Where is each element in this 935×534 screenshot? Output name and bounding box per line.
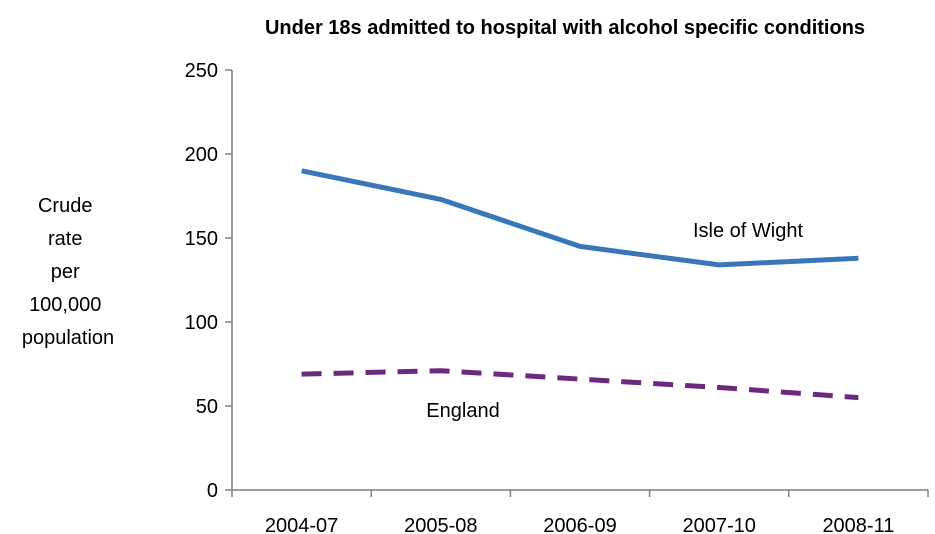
data-point bbox=[578, 244, 583, 249]
data-point bbox=[299, 372, 304, 377]
data-point bbox=[578, 377, 583, 382]
y-axis-title-line-2: rate bbox=[48, 228, 82, 250]
y-axis-title-line-5: population bbox=[22, 327, 114, 349]
x-tick-label: 2007-10 bbox=[682, 515, 755, 534]
series-label-england: England bbox=[426, 400, 499, 422]
y-tick-label: 100 bbox=[185, 312, 218, 334]
x-tick-label: 2005-08 bbox=[404, 515, 477, 534]
data-point bbox=[438, 197, 443, 202]
data-point bbox=[856, 395, 861, 400]
y-tick-label: 50 bbox=[196, 396, 218, 418]
x-axis-ticks: 2004-07 2005-08 2006-09 2007-10 2008-11 bbox=[231, 490, 929, 534]
y-tick-label: 0 bbox=[207, 480, 218, 502]
data-point bbox=[299, 168, 304, 173]
series-lines bbox=[301, 168, 859, 401]
x-tick-label: 2006-09 bbox=[543, 515, 616, 534]
data-point bbox=[717, 262, 722, 267]
y-tick-label: 250 bbox=[185, 60, 218, 82]
series-line-isle-of-wight bbox=[301, 168, 859, 268]
y-tick-label: 150 bbox=[185, 228, 218, 250]
x-tick-label: 2004-07 bbox=[265, 515, 338, 534]
y-tick-label: 200 bbox=[185, 144, 218, 166]
data-point bbox=[438, 368, 443, 373]
data-point bbox=[717, 385, 722, 390]
x-tick-label: 2008-11 bbox=[822, 515, 894, 534]
y-axis-title-line-1: Crude bbox=[38, 195, 92, 217]
series-points bbox=[299, 168, 861, 400]
y-axis-title-line-4: 100,000 bbox=[29, 294, 101, 316]
axes bbox=[231, 70, 928, 491]
y-axis-title: Crude rate per 100,000 population bbox=[22, 195, 114, 349]
series-line-england bbox=[301, 368, 859, 401]
data-point bbox=[856, 256, 861, 261]
chart-title: Under 18s admitted to hospital with alco… bbox=[265, 17, 865, 39]
y-axis-ticks: 0 50 100 150 200 250 bbox=[185, 60, 232, 502]
series-label-isle-of-wight: Isle of Wight bbox=[693, 220, 803, 242]
y-axis-title-line-3: per bbox=[51, 261, 80, 283]
